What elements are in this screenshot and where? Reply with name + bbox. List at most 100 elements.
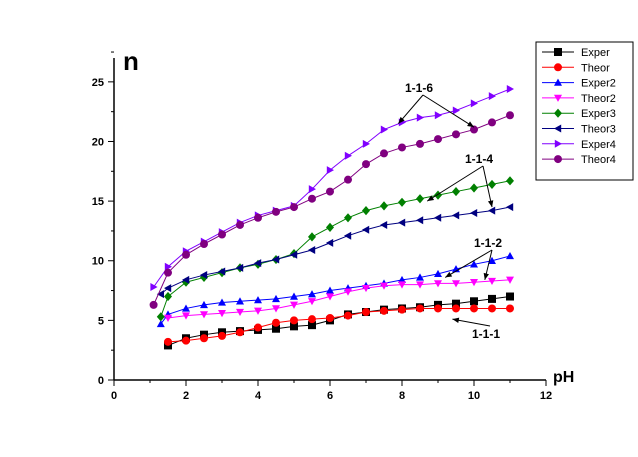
legend-marker	[554, 48, 562, 56]
data-point	[488, 206, 496, 215]
data-point	[488, 92, 496, 101]
data-point	[236, 308, 244, 317]
data-point	[290, 322, 298, 331]
data-point	[470, 260, 478, 268]
y-tick-label: 0	[98, 375, 104, 387]
legend-label: Theor	[581, 62, 610, 74]
data-point	[344, 175, 352, 184]
data-point	[326, 238, 334, 247]
data-point	[470, 279, 478, 287]
annotation-label: 1-1-1	[472, 327, 500, 341]
annotation-arrow	[482, 165, 493, 208]
data-point	[452, 299, 460, 308]
data-point	[164, 337, 172, 346]
plot-area	[149, 85, 514, 350]
data-point	[434, 304, 442, 313]
data-point	[236, 297, 244, 305]
annotation-arrowhead	[467, 121, 474, 128]
data-point	[398, 281, 406, 289]
data-point	[416, 194, 424, 204]
series-line	[167, 279, 511, 319]
annotation-arrowhead	[445, 271, 453, 278]
data-point	[236, 328, 244, 337]
data-point	[200, 311, 208, 319]
annotation-label: 1-1-4	[465, 152, 493, 166]
data-point	[362, 308, 370, 317]
data-point	[344, 311, 352, 320]
data-point	[416, 216, 424, 225]
data-point	[200, 240, 208, 249]
data-point	[452, 106, 460, 115]
y-tick-label: 15	[92, 196, 104, 208]
annotation-arrow	[444, 249, 493, 278]
x-tick-label: 2	[183, 390, 189, 402]
data-point	[308, 194, 316, 203]
y-tick-label: 25	[92, 77, 104, 89]
data-point	[254, 259, 262, 268]
data-point	[488, 294, 496, 303]
data-point	[156, 312, 165, 322]
legend-label: Exper4	[581, 139, 616, 151]
data-point	[272, 305, 280, 313]
data-point	[362, 284, 370, 293]
data-point	[362, 160, 370, 169]
data-point	[156, 290, 164, 299]
data-point	[506, 251, 514, 260]
x-tick-label: 6	[327, 390, 333, 402]
data-point	[506, 292, 514, 301]
data-point	[506, 203, 514, 212]
data-point	[452, 304, 460, 313]
legend-label: Exper3	[581, 108, 616, 120]
y-tick-label: 20	[92, 136, 104, 148]
data-point	[149, 300, 158, 309]
data-point	[470, 99, 478, 108]
data-point	[308, 246, 316, 255]
data-point	[416, 273, 424, 281]
data-point	[362, 139, 370, 148]
data-point	[326, 187, 334, 196]
data-point	[452, 280, 460, 288]
data-point	[362, 225, 370, 234]
data-point	[290, 292, 298, 300]
data-point	[434, 190, 442, 200]
y-tick-label: 10	[92, 256, 104, 268]
data-point	[380, 306, 388, 315]
data-point	[470, 209, 478, 218]
data-point	[470, 183, 478, 193]
data-point	[290, 316, 298, 325]
data-point	[434, 213, 442, 222]
data-point	[272, 255, 280, 264]
data-point	[272, 294, 280, 303]
data-point	[254, 323, 262, 332]
data-point	[398, 218, 406, 227]
data-point	[326, 313, 334, 322]
annotation-arrow	[426, 165, 484, 202]
annotation-arrow	[422, 94, 475, 128]
data-point	[150, 282, 158, 291]
data-point	[488, 118, 496, 127]
data-point	[416, 139, 424, 148]
data-point	[488, 179, 496, 190]
data-point	[218, 310, 226, 318]
data-point	[326, 293, 334, 301]
data-point	[308, 298, 316, 306]
data-point	[200, 300, 208, 309]
data-point	[164, 314, 172, 322]
legend-marker	[554, 108, 562, 118]
legend-marker	[554, 63, 562, 72]
data-point	[326, 222, 334, 232]
data-point	[398, 305, 406, 314]
data-point	[380, 282, 388, 290]
data-point	[434, 280, 442, 288]
data-point	[290, 203, 298, 212]
data-point	[398, 197, 406, 207]
data-point	[164, 268, 172, 277]
x-tick-label: 4	[255, 390, 262, 402]
data-point	[380, 125, 388, 134]
legend-label: Theor4	[581, 154, 616, 166]
data-point	[470, 297, 478, 306]
data-point	[236, 220, 244, 229]
legend-marker	[554, 94, 562, 102]
data-point	[254, 213, 262, 222]
